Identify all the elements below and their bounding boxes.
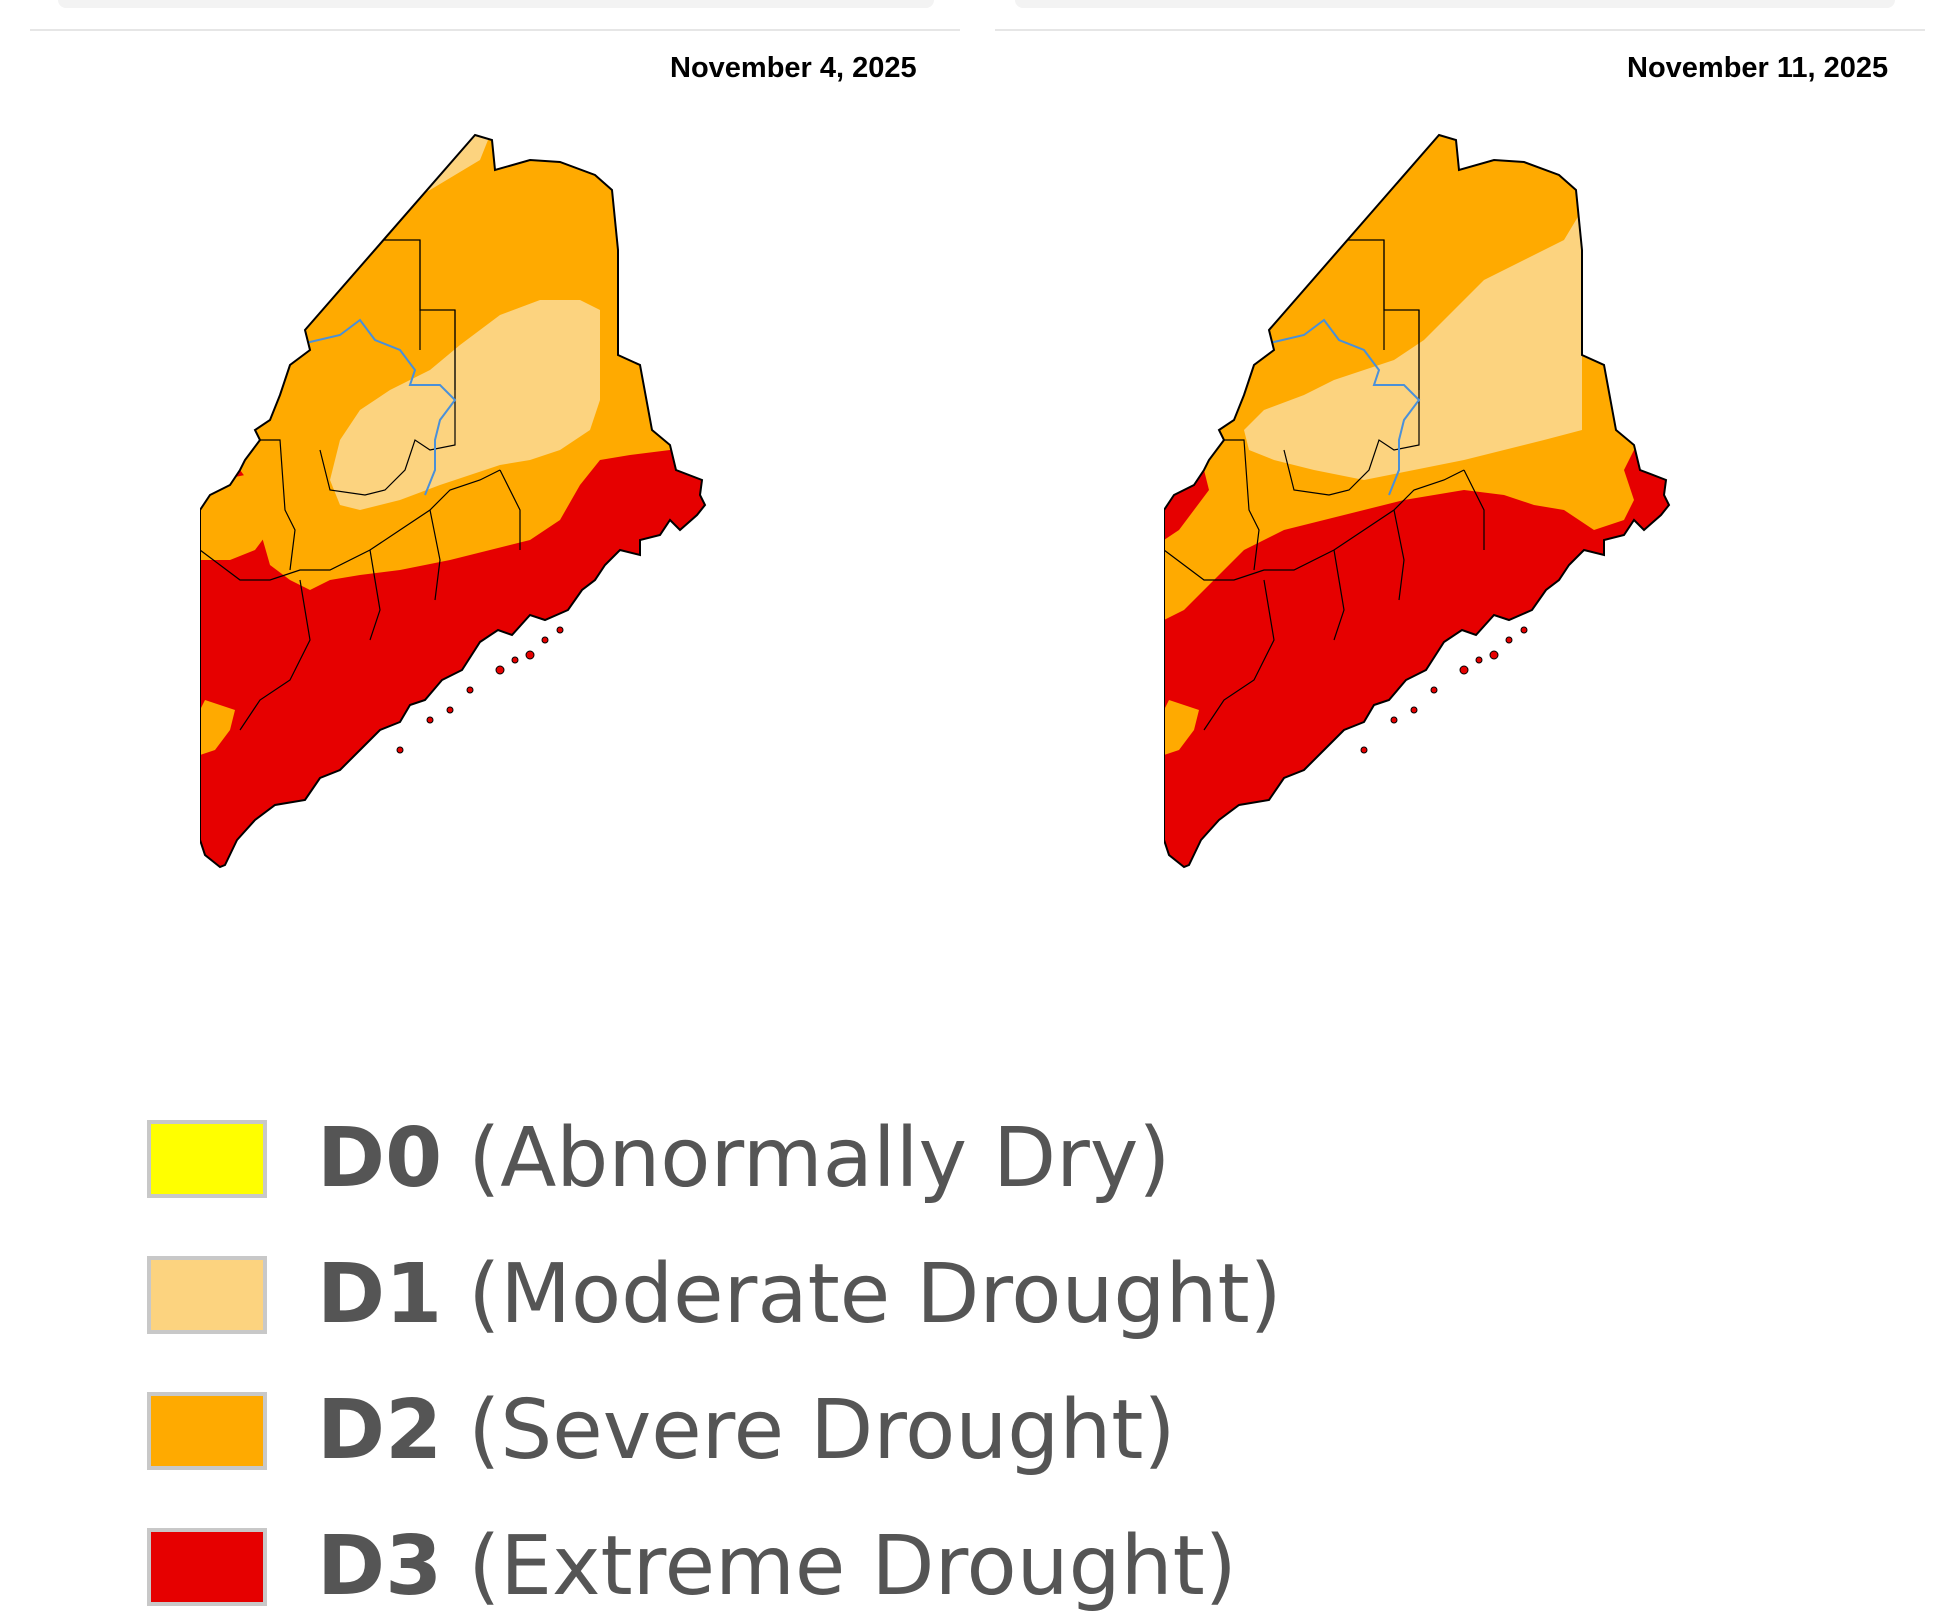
top-divider-left — [30, 29, 960, 31]
legend-desc-d3: (Extreme Drought) — [468, 1519, 1237, 1614]
legend-code-d2: D2 — [317, 1383, 443, 1478]
legend-label-d2: D2 (Severe Drought) — [317, 1386, 1175, 1476]
d2-region-west — [200, 475, 275, 560]
d2-region-southwest — [1164, 700, 1199, 755]
maine-outline — [200, 133, 707, 869]
drought-map-nov-4 — [200, 133, 707, 869]
maine-outline — [1164, 133, 1671, 869]
legend-item-d3: D3 (Extreme Drought) — [147, 1522, 1247, 1618]
legend-code-d1: D1 — [317, 1247, 443, 1342]
legend-desc-d0: (Abnormally Dry) — [468, 1111, 1171, 1206]
legend-item-d1: D1 (Moderate Drought) — [147, 1250, 1282, 1346]
legend-label-d0: D0 (Abnormally Dry) — [317, 1114, 1170, 1204]
d1-region — [1244, 210, 1582, 480]
drought-map-nov-11 — [1164, 133, 1671, 869]
d3-region-west — [1164, 470, 1209, 540]
legend-swatch-d2 — [147, 1392, 267, 1470]
legend-code-d3: D3 — [317, 1519, 443, 1614]
top-bar-left — [58, 0, 934, 8]
legend-desc-d1: (Moderate Drought) — [468, 1247, 1282, 1342]
legend-item-d2: D2 (Severe Drought) — [147, 1386, 1247, 1482]
river-penobscot — [259, 318, 457, 496]
top-bar-right — [1015, 0, 1895, 8]
legend-item-d0: D0 (Abnormally Dry) — [147, 1114, 1247, 1210]
river-penobscot — [1223, 318, 1421, 496]
d2-region-southwest — [200, 700, 235, 755]
map-date-nov-11: November 11, 2025 — [1627, 52, 1889, 84]
county-lines — [200, 239, 521, 731]
legend-swatch-d0 — [147, 1120, 267, 1198]
legend-label-d1: D1 (Moderate Drought) — [317, 1250, 1282, 1340]
legend-code-d0: D0 — [317, 1111, 443, 1206]
legend-desc-d2: (Severe Drought) — [468, 1383, 1176, 1478]
top-divider-right — [995, 29, 1925, 31]
d1-region-central — [330, 300, 600, 510]
coastal-islands — [396, 626, 564, 754]
coastal-islands — [1360, 626, 1528, 754]
legend-label-d3: D3 (Extreme Drought) — [317, 1522, 1237, 1612]
legend-swatch-d3 — [147, 1528, 267, 1606]
map-date-nov-4: November 4, 2025 — [670, 52, 917, 84]
county-lines — [1164, 239, 1485, 731]
legend-swatch-d1 — [147, 1256, 267, 1334]
